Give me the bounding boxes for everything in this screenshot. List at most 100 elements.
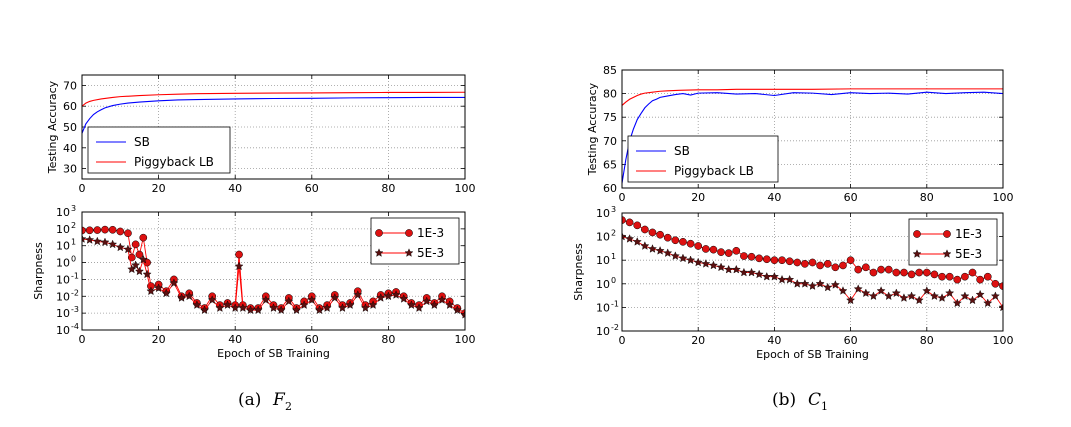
data-point bbox=[900, 268, 908, 277]
data-point bbox=[622, 231, 627, 241]
x-axis: 0 20 40 60 80 100 bbox=[619, 70, 1014, 204]
y-tick-base: 10 bbox=[596, 278, 610, 291]
legend-box bbox=[87, 126, 231, 174]
caption-a-symbol: F bbox=[272, 390, 286, 410]
data-point bbox=[701, 245, 710, 253]
series-line bbox=[622, 88, 1003, 106]
y-tick-exponent: 2 bbox=[611, 229, 616, 238]
data-point bbox=[177, 293, 187, 302]
y-tick-exponent: -2 bbox=[611, 323, 619, 332]
data-point bbox=[131, 240, 140, 249]
x-tick-label: 40 bbox=[228, 333, 242, 346]
legend-label: 1E-3 bbox=[417, 226, 444, 240]
x-tick-label: 80 bbox=[920, 334, 934, 347]
data-point bbox=[648, 228, 657, 237]
legend: SB Piggyback LB bbox=[627, 135, 779, 183]
data-point bbox=[670, 251, 680, 260]
x-tick-label: 20 bbox=[152, 333, 166, 346]
data-point bbox=[207, 295, 217, 304]
legend-item: 5E-3 bbox=[912, 247, 982, 261]
y-tick-base: 10 bbox=[596, 207, 610, 220]
y-tick-label: 10 3 bbox=[56, 204, 76, 219]
data-point bbox=[299, 300, 309, 309]
data-point bbox=[437, 295, 447, 304]
data-point bbox=[291, 305, 301, 314]
legend-marker bbox=[405, 229, 413, 237]
data-point bbox=[215, 303, 225, 312]
data-point bbox=[815, 279, 825, 288]
data-point bbox=[801, 260, 809, 268]
series-piggyback-lb bbox=[622, 88, 1003, 106]
caption-b-label: (b) bbox=[772, 390, 796, 410]
data-point bbox=[961, 272, 969, 281]
legend-item: SB bbox=[636, 144, 690, 158]
data-point bbox=[777, 274, 787, 284]
data-point bbox=[762, 271, 772, 281]
plot-frame bbox=[81, 211, 466, 331]
data-point bbox=[686, 255, 696, 265]
data-point bbox=[968, 295, 978, 305]
y-tick-exponent: 1 bbox=[71, 238, 76, 247]
data-point bbox=[778, 256, 786, 265]
legend-box bbox=[627, 135, 779, 183]
plot-frame bbox=[81, 74, 466, 180]
legend-label: 5E-3 bbox=[417, 246, 444, 260]
data-point bbox=[876, 286, 886, 295]
data-point bbox=[135, 250, 144, 259]
data-point bbox=[116, 227, 125, 236]
data-point bbox=[238, 303, 248, 312]
x-tick-label: 60 bbox=[844, 334, 858, 347]
data-point bbox=[693, 257, 703, 267]
data-point bbox=[85, 226, 94, 235]
data-point bbox=[747, 267, 757, 277]
data-point bbox=[739, 267, 749, 277]
y-tick-label: 70 bbox=[603, 135, 617, 148]
legend-label: 5E-3 bbox=[955, 247, 982, 261]
data-point bbox=[127, 264, 137, 274]
legend-box bbox=[370, 217, 460, 265]
data-point bbox=[452, 305, 462, 314]
data-point bbox=[755, 254, 764, 263]
data-point bbox=[708, 260, 718, 270]
data-point bbox=[823, 282, 833, 292]
y-tick-base: 10 bbox=[56, 223, 70, 236]
data-point bbox=[647, 244, 657, 253]
x-tick-label: 20 bbox=[152, 182, 166, 195]
data-point bbox=[762, 255, 771, 264]
y-tick-exponent: -2 bbox=[71, 288, 79, 297]
data-point bbox=[945, 288, 955, 298]
x-axis-label: Epoch of SB Training bbox=[756, 348, 869, 361]
data-point bbox=[322, 303, 332, 312]
series-line bbox=[82, 91, 465, 107]
data-point bbox=[234, 261, 244, 271]
data-point bbox=[276, 305, 286, 314]
data-point bbox=[124, 229, 132, 238]
data-point bbox=[422, 296, 432, 306]
x-axis: 0 20 40 60 80 100 bbox=[619, 213, 1014, 347]
x-axis: 0 20 40 60 80 100 bbox=[79, 212, 476, 346]
data-point bbox=[376, 293, 386, 302]
legend-label: Piggyback LB bbox=[134, 155, 214, 169]
y-tick-base: 10 bbox=[56, 307, 70, 320]
x-tick-label: 80 bbox=[920, 191, 934, 204]
chart-a-accuracy: 0 20 40 60 80 100 30 40 50 60 70 Testing Accuracy SB… bbox=[46, 74, 476, 195]
data-point bbox=[831, 263, 840, 272]
data-point bbox=[792, 279, 802, 288]
legend-label: 1E-3 bbox=[955, 227, 982, 241]
data-point bbox=[884, 291, 894, 300]
legend-marker bbox=[943, 230, 951, 238]
y-tick-label: 10 1 bbox=[56, 238, 76, 253]
legend-item: 5E-3 bbox=[374, 246, 444, 260]
data-point bbox=[671, 236, 680, 245]
legend: 1E-3 5E-3 bbox=[908, 218, 998, 266]
data-point bbox=[632, 237, 642, 246]
data-point bbox=[892, 268, 901, 277]
data-point bbox=[625, 234, 635, 243]
data-point bbox=[142, 269, 152, 279]
data-point bbox=[445, 300, 455, 309]
data-point bbox=[100, 237, 110, 247]
data-point bbox=[284, 296, 294, 306]
series-sb bbox=[82, 96, 465, 134]
